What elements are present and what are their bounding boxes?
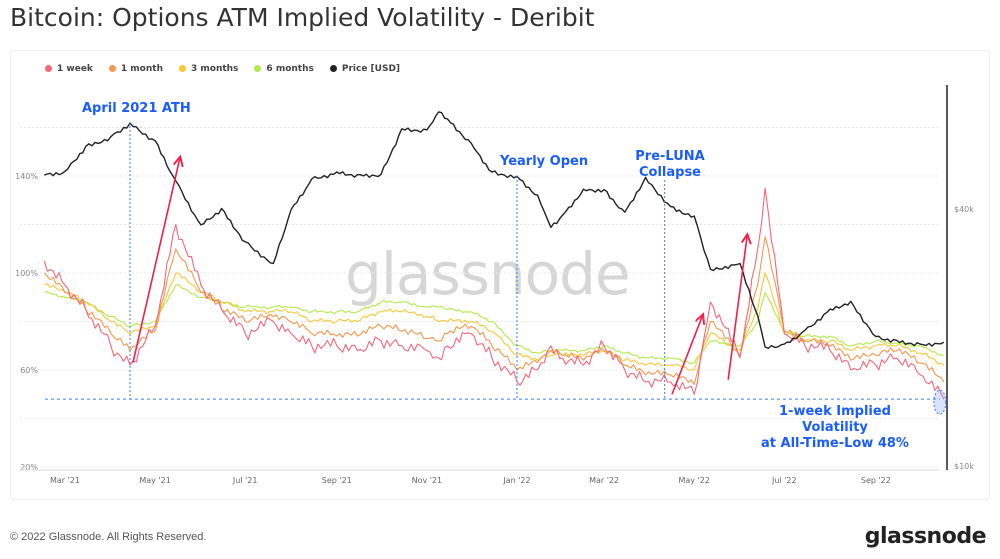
x-tick-label: Jan '22 — [502, 476, 530, 485]
legend: 1 week 1 month 3 months 6 months Price [… — [45, 64, 400, 74]
legend-label: 6 months — [266, 64, 314, 74]
x-tick-label: May '22 — [678, 476, 709, 485]
legend-item-price[interactable]: Price [USD] — [329, 64, 401, 74]
legend-label: 1 month — [120, 64, 163, 74]
x-tick-label: Mar '22 — [589, 476, 619, 485]
annotation-arrow — [671, 314, 703, 395]
chart-title: Bitcoin: Options ATM Implied Volatility … — [10, 3, 595, 32]
x-tick-label: May '21 — [139, 476, 170, 485]
y-left-tick-label: 100% — [15, 269, 38, 278]
legend-item-1-month[interactable]: 1 month — [108, 64, 163, 74]
legend-label: 3 months — [190, 64, 239, 74]
legend-item-3-months[interactable]: 3 months — [178, 64, 239, 74]
x-tick-label: Sep '22 — [861, 476, 891, 485]
annotation-atl-line2: at All-Time-Low 48% — [761, 436, 909, 451]
x-tick-label: Mar '21 — [50, 476, 80, 485]
annotation-arrow — [132, 157, 180, 363]
y-left-tick-label: 20% — [20, 463, 38, 472]
x-tick-label: Jul '21 — [232, 476, 258, 485]
annotation-pre-luna: Pre-LUNA Collapse — [630, 149, 710, 181]
copyright: © 2022 Glassnode. All Rights Reserved. — [10, 531, 207, 543]
glassnode-logo: glassnode — [864, 524, 987, 549]
legend-label: 1 week — [57, 64, 93, 74]
annotation-atl: 1-week Implied Volatility at All-Time-Lo… — [745, 404, 925, 452]
series-line-1-week — [43, 187, 945, 400]
legend-item-6-months[interactable]: 6 months — [254, 64, 314, 74]
y-right-tick-label: $40k — [954, 205, 974, 214]
y-left-tick-label: 140% — [15, 172, 38, 181]
series-line-1-month — [43, 236, 945, 386]
series-line-price-usd — [44, 111, 945, 350]
x-tick-label: Nov '21 — [412, 476, 443, 485]
annotation-pre-luna-line2: Collapse — [638, 165, 702, 180]
annotation-pre-luna-line1: Pre-LUNA — [635, 149, 705, 164]
annotation-ath: April 2021 ATH — [82, 101, 191, 116]
legend-label: Price [USD] — [341, 64, 401, 74]
chart-card — [10, 50, 990, 500]
y-left-tick-label: 60% — [20, 366, 38, 375]
x-tick-label: Jul '22 — [771, 476, 797, 485]
annotation-atl-line1: 1-week Implied Volatility — [779, 404, 891, 435]
y-right-tick-label: $10k — [954, 462, 974, 471]
x-tick-label: Sep '21 — [322, 476, 352, 485]
atl-highlight-ellipse — [933, 389, 947, 415]
annotation-yearly-open: Yearly Open — [500, 154, 589, 169]
watermark: glassnode — [345, 240, 631, 308]
annotation-arrow — [727, 234, 747, 380]
legend-item-1-week[interactable]: 1 week — [45, 64, 93, 74]
